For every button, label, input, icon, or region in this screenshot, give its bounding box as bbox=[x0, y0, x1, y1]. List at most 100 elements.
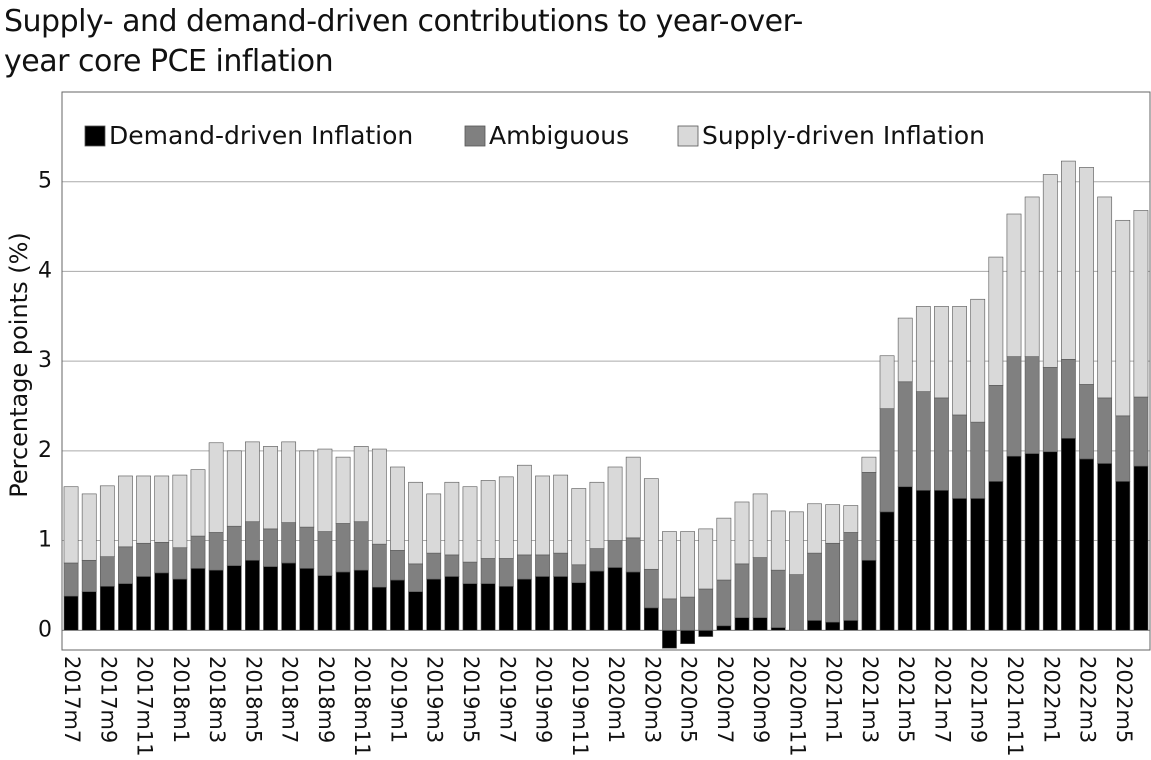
x-tick-label: 2021m3 bbox=[858, 656, 882, 743]
bar-segment bbox=[589, 548, 605, 572]
bar-segment bbox=[952, 306, 967, 416]
bar-segment bbox=[371, 586, 387, 631]
bar-segment bbox=[861, 456, 877, 473]
bar-segment bbox=[807, 503, 822, 554]
bar-segment bbox=[915, 490, 931, 631]
bar-segment bbox=[1097, 196, 1113, 399]
bar-segment bbox=[1133, 396, 1149, 467]
bar-segment bbox=[988, 256, 1004, 386]
bar-segment bbox=[571, 582, 587, 631]
bar-segment bbox=[172, 578, 188, 631]
x-tick-label: 2020m11 bbox=[785, 656, 809, 757]
bar-segment bbox=[263, 566, 278, 631]
bar-segment bbox=[680, 531, 695, 598]
x-tick-label: 2020m5 bbox=[677, 656, 701, 743]
bar-segment bbox=[517, 554, 532, 580]
legend-swatch bbox=[84, 125, 106, 147]
bar-segment bbox=[879, 355, 895, 409]
bar-segment bbox=[662, 598, 677, 631]
bar-segment bbox=[136, 542, 151, 577]
bar-segment bbox=[643, 478, 659, 570]
x-tick-label: 2019m7 bbox=[495, 656, 519, 743]
bar-segment bbox=[172, 474, 188, 549]
bar-segment bbox=[408, 591, 423, 631]
x-tick-label: 2021m5 bbox=[894, 656, 918, 743]
bar-segment bbox=[263, 446, 278, 530]
bar-segment bbox=[970, 421, 986, 499]
bar-segment bbox=[299, 526, 315, 569]
x-tick-label: 2021m7 bbox=[930, 656, 954, 743]
bar-segment bbox=[1115, 219, 1131, 417]
bar-segment bbox=[607, 466, 623, 541]
bar-segment bbox=[1006, 455, 1022, 631]
bar-segment bbox=[770, 510, 786, 571]
bar-segment bbox=[63, 486, 79, 564]
bar-segment bbox=[299, 568, 315, 631]
bar-segment bbox=[1079, 458, 1094, 631]
bar-segment bbox=[480, 583, 496, 631]
bar-segment bbox=[680, 629, 695, 645]
y-tick-label: 3 bbox=[38, 348, 52, 373]
bar-segment bbox=[535, 576, 550, 631]
bar-segment bbox=[879, 408, 895, 513]
x-tick-label: 2020m3 bbox=[640, 656, 664, 743]
bar-segment bbox=[716, 517, 732, 581]
bar-segment bbox=[915, 306, 931, 392]
x-tick-label: 2018m11 bbox=[350, 656, 374, 757]
plot-frame bbox=[61, 91, 1151, 651]
bar-segment bbox=[1115, 481, 1131, 631]
bar-segment bbox=[462, 486, 478, 563]
bar-segment bbox=[281, 562, 297, 631]
bar-segment bbox=[643, 568, 659, 609]
bar-segment bbox=[807, 620, 822, 631]
x-tick-label: 2022m5 bbox=[1112, 656, 1136, 743]
chart-title: Supply- and demand-driven contributions … bbox=[4, 4, 803, 79]
bar-segment bbox=[734, 501, 750, 565]
bar-segment bbox=[281, 441, 297, 523]
bar-segment bbox=[553, 576, 569, 631]
bar-segment bbox=[879, 511, 895, 631]
bar-segment bbox=[625, 537, 641, 573]
x-tick-label: 2021m1 bbox=[822, 656, 846, 743]
bar-segment bbox=[154, 572, 170, 631]
bar-segment bbox=[1097, 397, 1113, 464]
bar-segment bbox=[81, 591, 97, 631]
bar-segment bbox=[1024, 453, 1040, 631]
x-tick-label: 2021m9 bbox=[967, 656, 991, 743]
bar-segment bbox=[934, 397, 949, 491]
bar-segment bbox=[208, 442, 224, 533]
bar-segment bbox=[118, 583, 133, 631]
bar-segment bbox=[353, 521, 369, 571]
bar-segment bbox=[625, 571, 641, 631]
bar-segment bbox=[625, 456, 641, 539]
bar-segment bbox=[571, 488, 587, 566]
bar-segment bbox=[335, 523, 351, 573]
bar-segment bbox=[1079, 384, 1094, 460]
bar-segment bbox=[444, 554, 460, 577]
bar-segment bbox=[698, 629, 714, 637]
bar-segment bbox=[1133, 465, 1149, 631]
bar-segment bbox=[172, 547, 188, 580]
bar-segment bbox=[897, 317, 913, 383]
bar-segment bbox=[734, 617, 750, 631]
bar-segment bbox=[1115, 415, 1131, 482]
bar-segment bbox=[807, 552, 822, 621]
bar-segment bbox=[136, 475, 151, 544]
bar-segment bbox=[99, 586, 115, 631]
bar-segment bbox=[1061, 359, 1076, 439]
bar-segment bbox=[444, 576, 460, 631]
bar-segment bbox=[353, 569, 369, 631]
bar-segment bbox=[480, 558, 496, 584]
bar-segment bbox=[317, 531, 333, 576]
bar-segment bbox=[136, 576, 151, 631]
bar-segment bbox=[825, 621, 841, 631]
bar-segment bbox=[226, 525, 242, 566]
x-tick-label: 2022m1 bbox=[1039, 656, 1063, 743]
bar-segment bbox=[498, 558, 514, 587]
bar-segment bbox=[789, 511, 804, 575]
bar-segment bbox=[1006, 356, 1022, 457]
bar-segment bbox=[970, 298, 986, 423]
bar-segment bbox=[988, 385, 1004, 482]
y-tick-label: 1 bbox=[38, 528, 52, 553]
